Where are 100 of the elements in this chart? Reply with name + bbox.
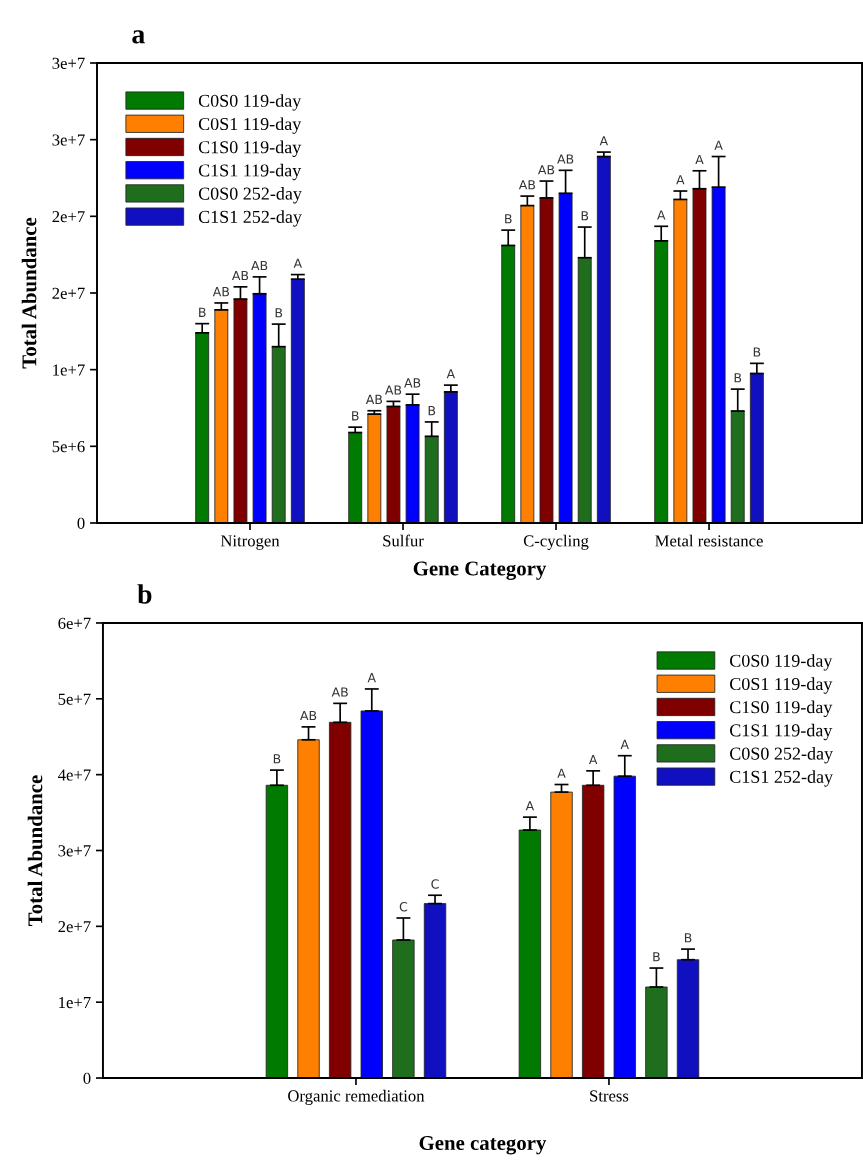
data-label: A [620,739,629,749]
bar [518,829,542,1079]
bar [539,197,554,523]
data-label: A [557,768,566,778]
bar [424,435,439,523]
y-axis-title: Total Abundance [21,217,37,369]
bar [654,240,669,523]
x-tick-label: Stress [590,1090,629,1102]
bar [297,739,320,1079]
data-label: B [199,307,206,317]
legend-label: C0S0 119-day [198,94,302,111]
data-label: B [653,952,660,962]
data-label: AB [212,287,229,297]
data-label: AB [231,270,249,281]
legend-label: C0S0 252-day [730,747,834,764]
bar [214,309,229,523]
legend-label: C0S1 119-day [730,677,833,694]
x-tick-label: Sulfur [383,534,424,547]
y-tick-label: 3e+7 [52,134,85,146]
bar [423,903,447,1079]
bar [252,293,267,523]
legend-label: C0S1 119-day [198,117,302,134]
data-label: AB [538,165,555,175]
bar [290,278,305,523]
bar [360,710,383,1079]
data-label: B [352,411,359,421]
data-label: B [581,211,589,221]
bar [392,939,415,1079]
data-label: AB [251,261,268,271]
y-tick-label: 3e+7 [52,57,85,69]
data-label: B [684,933,692,943]
y-tick-label: 1e+7 [53,364,85,376]
bar [673,199,688,523]
bar [367,413,382,523]
legend-label: C1S0 119-day [730,700,833,717]
bar [692,188,707,523]
y-tick-label: 1e+7 [59,996,91,1009]
data-label: A [525,801,535,811]
bar [405,404,420,523]
y-tick-label: 2e+7 [52,211,85,223]
legend-label: C1S1 119-day [198,163,302,181]
y-tick-label: 2e+7 [52,287,85,299]
data-label: A [695,154,704,165]
x-axis-title: Gene Category [413,561,547,580]
x-tick-label: Organic remediation [288,1089,425,1105]
bar [711,186,726,523]
data-label: A [588,754,598,765]
bar [749,373,764,523]
bar [328,721,352,1079]
chart-title: b [137,584,152,604]
bar [501,245,516,523]
bar [348,432,363,523]
bar [645,986,668,1079]
bar [676,959,700,1079]
bar [233,298,248,523]
bar [558,192,573,523]
y-tick-label: 6e+7 [58,617,91,629]
y-axis-title: Total Abundance [27,775,43,926]
legend-label: C1S1 252-day [198,210,302,227]
bar [613,775,636,1079]
y-tick-label: 0 [83,1072,91,1084]
data-label: AB [557,154,574,164]
legend-label: C1S1 252-day [730,770,834,787]
bar [596,156,611,523]
data-label: C [431,879,439,889]
data-label: AB [518,180,536,190]
bar [550,791,573,1079]
y-tick-label: 3e+7 [58,845,91,857]
data-label: A [657,210,666,220]
data-label: B [734,373,742,383]
bar [195,332,210,523]
data-label: B [273,754,281,764]
y-tick-label: 0 [77,517,85,529]
y-tick-label: 5e+6 [52,441,85,453]
bar [577,257,592,523]
data-label: AB [384,385,402,395]
legend-label: C0S0 252-day [198,187,302,204]
x-tick-label: Nitrogen [220,535,280,550]
y-tick-label: 2e+7 [58,921,91,933]
bar [386,406,401,523]
data-label: AB [331,687,348,697]
x-axis-title: Gene category [419,1136,547,1155]
data-label: AB [404,378,421,388]
bar [265,784,289,1079]
data-label: B [275,308,283,318]
data-label: B [753,347,761,357]
data-label: A [676,175,685,185]
bar [443,391,458,523]
bar [730,410,745,523]
data-label: B [428,406,436,416]
data-label: AB [300,711,317,721]
legend-label: C1S1 119-day [730,723,833,741]
data-label: A [293,258,302,268]
bar [581,784,605,1079]
y-tick-label: 5e+7 [58,693,91,705]
data-label: C [399,901,408,912]
legend-label: C1S0 119-day [198,140,302,158]
data-label: AB [365,394,383,404]
data-label: A [367,673,376,683]
bar [271,346,286,523]
